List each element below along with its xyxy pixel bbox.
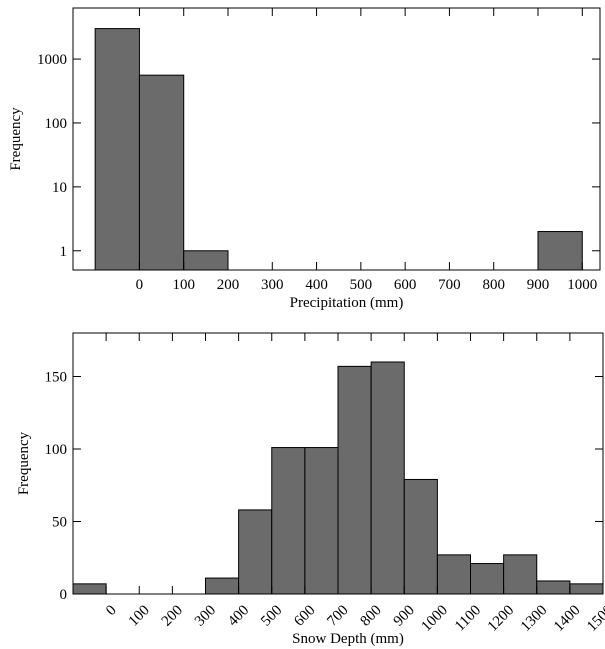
plot-area [94,28,583,270]
y-tick-label: 1000 [37,52,67,68]
bar [73,583,107,594]
x-tick-label: 1100 [452,602,484,634]
y-axis-label: Frequency [8,107,24,171]
bar [370,361,405,594]
bar [470,563,505,594]
x-tick-label: 0 [136,277,144,293]
x-tick-label: 300 [192,602,219,629]
x-tick-label: 1200 [485,602,518,635]
x-axis-label: Precipitation (mm) [290,295,404,311]
axes-frame [72,7,601,271]
x-tick-label: 600 [394,277,417,293]
bar [403,478,438,594]
bar [138,74,185,270]
x-tick-label: 800 [482,277,505,293]
plot-area [73,361,603,594]
x-tick-label: 1500 [584,602,605,635]
y-tick-label: 100 [45,442,68,458]
x-tick-label: 900 [391,602,418,629]
x-tick-label: 500 [350,277,373,293]
x-tick-label: 1400 [551,602,584,635]
x-tick-label: 100 [172,277,195,293]
x-tick-label: 800 [358,602,385,629]
bar [304,447,339,594]
x-tick-label: 200 [159,602,186,629]
bar [205,577,240,594]
x-axis-label: Snow Depth (mm) [292,631,404,647]
y-tick-label: 100 [45,116,68,132]
x-tick-label: 200 [217,277,240,293]
bar [503,554,538,594]
y-tick-label: 50 [52,515,67,531]
bar [238,509,273,594]
y-tick-label: 0 [60,587,68,603]
x-tick-label: 1000 [418,602,451,635]
y-tick-label: 1 [60,244,68,260]
bar [271,447,306,594]
x-tick-label: 900 [527,277,550,293]
x-tick-label: 1000 [567,277,597,293]
x-tick-label: 700 [324,602,351,629]
x-tick-label: 600 [291,602,318,629]
y-tick-label: 10 [52,180,67,196]
x-tick-label: 0 [103,602,120,619]
x-tick-label: 400 [305,277,328,293]
x-tick-label: 500 [258,602,285,629]
x-tick-label: 1300 [518,602,551,635]
bar [94,28,140,270]
x-tick-label: 400 [225,602,252,629]
y-tick-label: 150 [45,370,68,386]
y-axis-label: Frequency [16,431,32,495]
x-tick-label: 300 [261,277,284,293]
x-tick-label: 100 [126,602,153,629]
x-tick-label: 700 [438,277,461,293]
bar [569,583,603,594]
bar [537,231,583,270]
bar [436,554,471,594]
bar [536,580,571,594]
bar [183,250,229,270]
bar [337,365,372,594]
